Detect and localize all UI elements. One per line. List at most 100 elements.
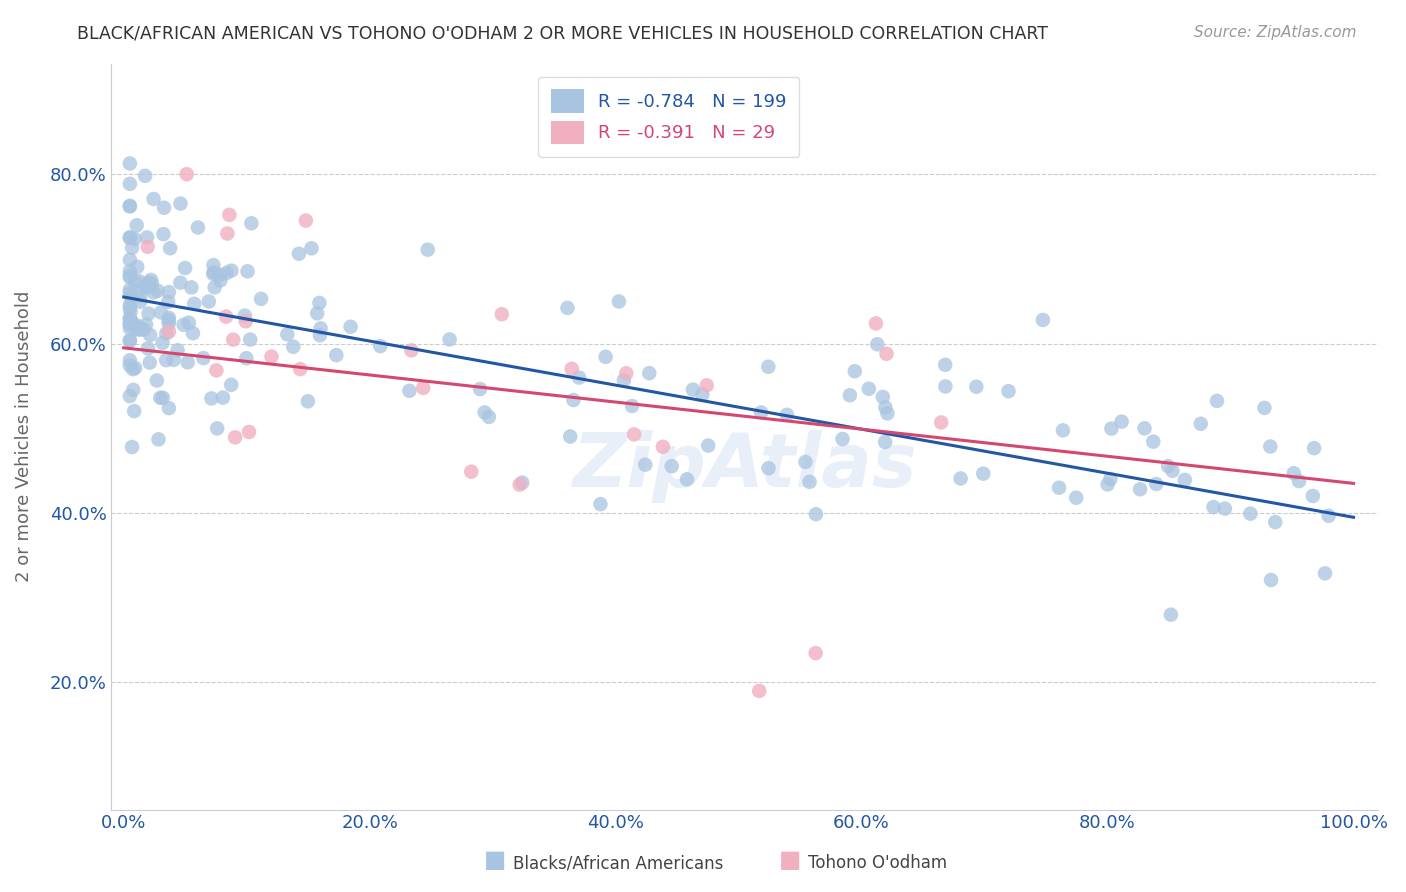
Point (155, 353, 177, 368)
Point (187, 220, 209, 235)
Point (142, 285, 165, 300)
Point (215, 310, 238, 324)
Point (209, 273, 232, 287)
Point (215, 266, 238, 280)
Text: Source: ZipAtlas.com: Source: ZipAtlas.com (1194, 25, 1357, 40)
Point (197, 294, 219, 309)
Point (560, 429, 582, 443)
Point (949, 471, 972, 485)
Point (122, 383, 145, 397)
Point (128, 321, 150, 335)
Point (682, 383, 704, 397)
Point (1317, 508, 1340, 523)
Point (139, 356, 162, 370)
Point (183, 297, 205, 311)
Point (224, 430, 246, 444)
Point (208, 268, 231, 282)
Point (124, 361, 146, 376)
Point (758, 461, 780, 475)
Point (146, 374, 169, 388)
Point (307, 306, 329, 320)
Point (132, 322, 155, 336)
Point (1239, 507, 1261, 521)
Point (173, 318, 195, 332)
Point (118, 252, 141, 267)
Point (696, 378, 718, 392)
Point (510, 475, 533, 490)
Point (468, 382, 491, 396)
Point (1258, 440, 1281, 454)
Point (557, 301, 579, 315)
Point (872, 390, 894, 404)
Point (509, 477, 531, 491)
Point (288, 246, 311, 260)
Point (212, 391, 235, 405)
Point (250, 292, 273, 306)
Point (997, 384, 1019, 399)
Point (134, 169, 156, 183)
Point (676, 472, 699, 486)
Point (561, 361, 583, 376)
Point (692, 387, 714, 401)
Point (217, 227, 239, 241)
Point (491, 307, 513, 321)
Point (1303, 441, 1326, 455)
Point (163, 352, 186, 367)
Point (1260, 573, 1282, 587)
Point (276, 327, 298, 342)
Point (661, 459, 683, 474)
Point (283, 340, 305, 354)
Point (1202, 500, 1225, 514)
Point (235, 351, 257, 366)
Point (153, 201, 176, 215)
Point (157, 317, 180, 331)
Point (118, 334, 141, 348)
Point (128, 274, 150, 288)
Point (152, 391, 174, 405)
Point (204, 280, 226, 294)
Point (478, 409, 501, 424)
Point (239, 333, 262, 347)
Point (148, 433, 170, 447)
Point (748, 684, 770, 698)
Point (219, 377, 242, 392)
Point (1111, 415, 1133, 429)
Point (325, 348, 347, 362)
Point (1099, 421, 1122, 435)
Point (1161, 464, 1184, 478)
Text: ■: ■ (484, 848, 506, 872)
Point (965, 380, 987, 394)
Point (202, 267, 225, 281)
Point (1142, 434, 1164, 449)
Point (128, 323, 150, 337)
Point (1052, 423, 1074, 437)
Point (166, 343, 188, 358)
Point (568, 370, 591, 384)
Point (120, 316, 142, 330)
Point (876, 347, 898, 361)
Text: BLACK/AFRICAN AMERICAN VS TOHONO O'ODHAM 2 OR MORE VEHICLES IN HOUSEHOLD CORRELA: BLACK/AFRICAN AMERICAN VS TOHONO O'ODHAM… (77, 25, 1049, 43)
Point (614, 367, 637, 381)
Point (804, 646, 827, 660)
Point (1253, 401, 1275, 415)
Point (607, 294, 630, 309)
Point (858, 382, 880, 396)
Point (169, 196, 191, 211)
Point (370, 339, 392, 353)
Point (309, 328, 332, 343)
Point (1174, 473, 1197, 487)
Point (398, 384, 420, 398)
Point (1302, 489, 1324, 503)
Point (141, 277, 163, 291)
Point (181, 326, 204, 341)
Text: ZipAtlas: ZipAtlas (572, 430, 917, 503)
Point (118, 286, 141, 301)
Point (1032, 313, 1054, 327)
Point (794, 455, 817, 469)
Point (152, 335, 174, 350)
Point (118, 321, 141, 335)
Point (1160, 607, 1182, 622)
Point (135, 318, 157, 332)
Point (290, 362, 312, 376)
Point (308, 296, 330, 310)
